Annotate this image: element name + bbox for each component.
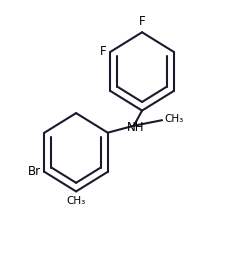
Text: F: F <box>139 15 145 28</box>
Text: CH₃: CH₃ <box>164 114 183 124</box>
Text: Br: Br <box>28 165 41 178</box>
Text: NH: NH <box>127 121 144 134</box>
Text: CH₃: CH₃ <box>66 196 86 206</box>
Text: F: F <box>100 45 106 58</box>
